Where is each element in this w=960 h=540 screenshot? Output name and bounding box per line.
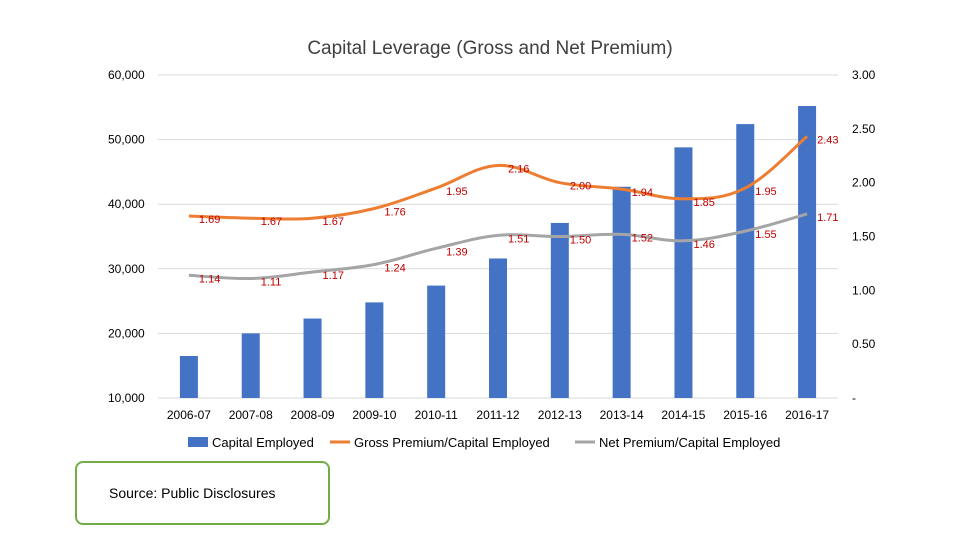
bar-capital-employed [674,147,693,398]
data-label-net-premium: 1.55 [755,229,776,241]
legend-swatch-capital-employed [188,437,208,447]
x-tick-label: 2013-14 [600,408,644,422]
x-tick-label: 2010-11 [415,408,458,422]
chart-title: Capital Leverage (Gross and Net Premium) [307,38,672,59]
source-box: Source: Public Disclosures [75,461,330,525]
left-axis-ticks: 10,000 20,000 30,000 40,000 50,000 60,000 [108,68,145,405]
x-tick-label: 2016-17 [785,408,829,422]
x-tick-label: 2009-10 [352,408,396,422]
bar-capital-employed [179,356,198,398]
data-label-net-premium: 1.50 [570,235,591,247]
left-tick-label: 10,000 [108,391,145,405]
x-axis-ticks: 2006-07 2007-08 2008-09 2009-10 2010-11 2011-… [167,408,830,422]
right-tick-label: 2.00 [852,176,876,190]
data-label-gross-premium: 1.85 [693,197,714,209]
bar-capital-employed [612,186,631,398]
x-tick-label: 2012-13 [538,408,582,422]
bar-capital-employed [241,333,260,398]
bar-capital-employed [736,124,755,398]
data-label-net-premium: 1.51 [508,233,529,245]
left-tick-label: 60,000 [108,68,145,82]
legend-label-capital-employed: Capital Employed [212,435,314,450]
legend-label-net-premium-capital-employed: Net Premium/Capital Employed [599,435,780,450]
data-label-net-premium: 1.52 [632,232,653,244]
data-label-net-premium: 1.11 [261,276,282,288]
data-label-gross-premium: 1.95 [446,186,467,198]
data-label-net-premium: 1.17 [323,270,344,282]
right-tick-label: 2.50 [852,122,876,136]
left-tick-label: 20,000 [108,326,145,340]
data-label-gross-premium: 1.76 [384,207,405,219]
right-tick-label: 1.50 [852,230,876,244]
x-tick-label: 2011-12 [476,408,519,422]
right-tick-label: 3.00 [852,68,876,82]
right-tick-label: 1.00 [852,283,876,297]
data-labels: 1.69 1.67 1.67 1.76 1.95 2.16 2.00 1.94 1.85 1.95… [199,134,839,288]
data-label-gross-premium: 1.94 [632,187,653,199]
x-tick-label: 2007-08 [229,408,273,422]
data-label-net-premium: 1.24 [384,262,405,274]
left-tick-label: 40,000 [108,197,145,211]
right-tick-label: - [852,391,856,405]
bar-capital-employed [489,258,507,398]
left-tick-label: 30,000 [108,262,145,276]
data-label-gross-premium: 2.16 [508,163,529,175]
data-label-gross-premium: 2.00 [570,181,591,193]
ratio-lines [188,135,809,281]
x-tick-label: 2014-15 [661,408,705,422]
x-tick-label: 2006-07 [167,408,211,422]
data-label-net-premium: 1.71 [817,212,838,224]
bar-capital-employed [303,318,322,398]
x-tick-label: 2015-16 [723,408,767,422]
line-net-premium [188,212,808,281]
bar-capital-employed [550,222,569,398]
legend: Capital Employed Gross Premium/Capital Em… [188,435,780,450]
source-text: Source: Public Disclosures [109,485,276,501]
right-axis-ticks: - 0.50 1.00 1.50 2.00 2.50 3.00 [852,68,876,405]
capital-employed-bars [179,106,817,399]
bar-capital-employed [427,285,446,398]
data-label-net-premium: 1.14 [199,273,220,285]
bar-capital-employed [365,302,384,398]
data-label-net-premium: 1.39 [446,246,467,258]
legend-label-gross-premium-capital-employed: Gross Premium/Capital Employed [354,435,550,450]
line-gross-premium [188,135,809,221]
data-label-net-premium: 1.46 [693,239,714,251]
bar-capital-employed [798,106,817,399]
data-label-gross-premium: 1.67 [323,216,344,228]
data-label-gross-premium: 1.69 [199,214,220,226]
data-label-gross-premium: 1.95 [755,186,776,198]
data-label-gross-premium: 1.67 [261,216,282,228]
right-tick-label: 0.50 [852,337,876,351]
left-tick-label: 50,000 [108,133,145,147]
x-tick-label: 2008-09 [291,408,335,422]
data-label-gross-premium: 2.43 [817,134,838,146]
